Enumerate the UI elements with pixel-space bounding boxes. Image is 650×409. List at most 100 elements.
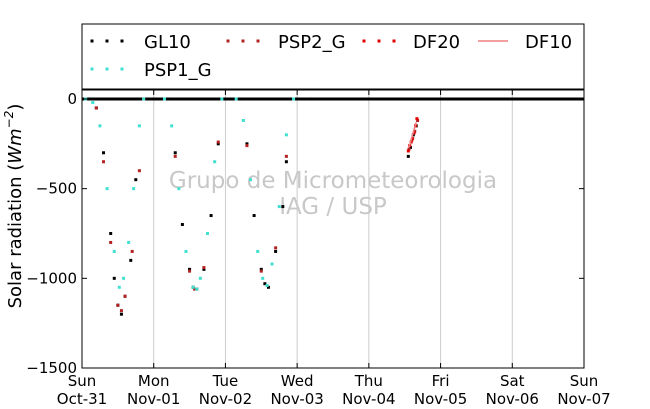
x-axis-ticks: SunOct-31MonNov-01TueNov-02WedNov-03ThuN… bbox=[57, 90, 611, 408]
data-point bbox=[170, 124, 174, 128]
series-group bbox=[84, 97, 420, 316]
y-tick-label: −1000 bbox=[26, 269, 77, 287]
data-point bbox=[284, 133, 288, 137]
data-point bbox=[412, 131, 416, 135]
data-point bbox=[166, 97, 170, 101]
x-tick-date: Nov-06 bbox=[486, 390, 539, 408]
x-tick-day: Sun bbox=[68, 372, 97, 390]
data-point bbox=[119, 312, 123, 316]
legend-box bbox=[81, 23, 585, 90]
data-point bbox=[122, 276, 126, 280]
data-point bbox=[407, 147, 411, 151]
data-point bbox=[249, 178, 253, 182]
data-point bbox=[411, 136, 415, 140]
data-point bbox=[245, 144, 249, 148]
data-point bbox=[109, 231, 113, 235]
data-point bbox=[270, 262, 274, 266]
data-point bbox=[188, 267, 192, 271]
legend-swatch bbox=[90, 39, 94, 43]
data-point bbox=[284, 160, 288, 164]
data-point bbox=[94, 106, 98, 110]
y-tick-label: −500 bbox=[36, 180, 77, 198]
data-point bbox=[277, 205, 281, 209]
data-point bbox=[198, 276, 202, 280]
data-point bbox=[129, 258, 133, 262]
legend-entry-df10: DF10 bbox=[478, 32, 572, 53]
legend-entry-gl10: GL10 bbox=[90, 32, 191, 53]
data-point bbox=[220, 97, 224, 101]
x-tick-date: Nov-03 bbox=[270, 390, 323, 408]
data-point bbox=[177, 187, 181, 191]
data-point bbox=[234, 97, 238, 101]
legend-label: GL10 bbox=[144, 32, 191, 53]
data-point bbox=[173, 154, 177, 158]
series-line bbox=[408, 122, 417, 148]
legend-label: DF10 bbox=[525, 32, 572, 53]
data-point bbox=[281, 205, 285, 209]
data-point bbox=[137, 169, 141, 173]
legend-swatch bbox=[241, 39, 245, 43]
data-point bbox=[162, 97, 166, 101]
data-point bbox=[123, 294, 127, 298]
legend-swatch bbox=[392, 39, 396, 43]
data-point bbox=[127, 240, 131, 244]
data-point bbox=[117, 285, 121, 289]
data-point bbox=[209, 214, 213, 218]
legend-label: PSP2_G bbox=[278, 32, 346, 53]
data-point bbox=[413, 129, 417, 133]
y-tick-label: 0 bbox=[67, 90, 77, 108]
data-point bbox=[292, 97, 296, 101]
data-point bbox=[259, 269, 263, 273]
data-point bbox=[112, 276, 116, 280]
data-point bbox=[134, 178, 138, 182]
data-point bbox=[98, 124, 102, 128]
legend: GL10 PSP2_G DF20 DF10 PSP1_G bbox=[81, 23, 585, 90]
data-point bbox=[252, 214, 256, 218]
data-point bbox=[173, 151, 177, 155]
x-tick-date: Nov-01 bbox=[127, 390, 180, 408]
x-tick-day: Thu bbox=[354, 372, 383, 390]
legend-swatch bbox=[377, 39, 381, 43]
y-axis-ticks: 0 −500 −1000 −1500 bbox=[26, 90, 584, 377]
legend-swatch bbox=[90, 67, 94, 71]
data-point bbox=[102, 151, 106, 155]
data-point bbox=[274, 246, 278, 250]
x-tick-day: Wed bbox=[281, 372, 314, 390]
grid-lines bbox=[153, 90, 513, 368]
x-tick-day: Mon bbox=[138, 372, 170, 390]
data-point bbox=[245, 142, 249, 146]
legend-label: PSP1_G bbox=[144, 60, 212, 81]
data-point bbox=[266, 285, 270, 289]
data-point bbox=[213, 160, 217, 164]
data-point bbox=[206, 231, 209, 235]
plot-frame bbox=[81, 89, 585, 369]
x-tick-date: Oct-31 bbox=[57, 390, 107, 408]
legend-swatch bbox=[105, 39, 109, 43]
legend-label: DF20 bbox=[413, 32, 460, 53]
watermark-line2: IAG / USP bbox=[279, 194, 387, 220]
legend-swatch bbox=[256, 39, 260, 43]
data-point bbox=[202, 267, 206, 271]
data-point bbox=[263, 282, 267, 286]
data-point bbox=[406, 149, 410, 153]
legend-entry-psp2_g: PSP2_G bbox=[226, 32, 346, 53]
legend-swatch bbox=[105, 67, 109, 71]
x-tick-date: Nov-07 bbox=[557, 390, 610, 408]
x-tick-date: Nov-05 bbox=[414, 390, 467, 408]
data-point bbox=[87, 97, 91, 101]
data-point bbox=[410, 138, 414, 142]
legend-swatch bbox=[120, 67, 124, 71]
data-point bbox=[309, 97, 313, 101]
legend-swatch bbox=[226, 39, 230, 43]
data-point bbox=[202, 266, 206, 270]
data-point bbox=[295, 97, 299, 101]
x-tick-day: Sat bbox=[500, 372, 525, 390]
x-tick-date: Nov-04 bbox=[342, 390, 395, 408]
data-point bbox=[137, 124, 141, 128]
x-tick-day: Tue bbox=[212, 372, 239, 390]
watermark: Grupo de Micrometeorologia IAG / USP bbox=[169, 168, 497, 220]
x-tick-day: Sun bbox=[570, 372, 599, 390]
data-point bbox=[102, 160, 106, 164]
legend-swatch bbox=[362, 39, 366, 43]
data-point bbox=[132, 187, 136, 191]
